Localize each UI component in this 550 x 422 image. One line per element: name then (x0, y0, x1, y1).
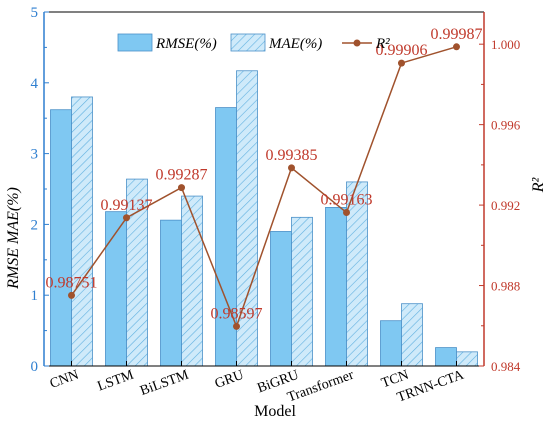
legend-swatch-r2-marker (353, 39, 361, 47)
x-tick-label: GRU (213, 368, 246, 392)
y-tick-label-right: 0.984 (491, 359, 521, 374)
legend-swatch-rmse (117, 33, 153, 52)
r2-line (70, 46, 457, 329)
r2-data-label: 0.98751 (46, 274, 98, 291)
y-axis-title: RMSE MAE(%) (5, 187, 22, 290)
y-tick-label-right: 1.000 (491, 37, 520, 52)
y-tick-label-left: 5 (31, 5, 39, 21)
bar-rmse (160, 219, 182, 367)
r2-data-label: 0.99137 (101, 197, 153, 214)
y-tick-label-right: 0.992 (491, 198, 520, 213)
r2-data-label: 0.99287 (156, 167, 208, 184)
y-tick-label-left: 3 (31, 147, 39, 163)
r2-data-label: 0.99987 (431, 26, 483, 43)
bar-rmse (380, 320, 402, 367)
y-tick-label-right: 0.996 (491, 118, 521, 133)
r2-data-label: 0.99163 (321, 192, 373, 209)
legend-label-rmse: RMSE(%) (155, 36, 217, 52)
x-axis-title: Model (254, 403, 296, 420)
r2-marker (68, 291, 75, 299)
x-tick-label: LSTM (96, 367, 137, 394)
y-tick-label-left: 1 (31, 288, 39, 304)
legend-swatch-mae (230, 33, 266, 52)
bar-mae (401, 303, 423, 367)
r2-marker (343, 209, 350, 217)
legend-label-r2: R² (375, 36, 390, 52)
bar-rmse (325, 207, 347, 367)
y-tick-label-right: 0.988 (491, 279, 520, 294)
r2-marker (123, 214, 130, 222)
bar-rmse (105, 211, 127, 367)
y-tick-label-left: 2 (31, 217, 39, 233)
x-tick-label: CNN (48, 368, 81, 392)
bar-mae (291, 216, 313, 367)
r2-marker (453, 43, 460, 51)
y-axis-right-title: R² (530, 177, 547, 194)
r2-data-label: 0.99906 (376, 42, 428, 59)
y-tick-label-left: 0 (31, 359, 39, 375)
legend-label-mae: MAE(%) (268, 36, 322, 52)
r2-marker (398, 59, 405, 67)
y-tick-label-left: 4 (31, 76, 39, 92)
bar-mae (71, 96, 93, 367)
r2-marker (288, 164, 295, 172)
bar-rmse (435, 347, 457, 367)
x-tick-label: BiLSTM (138, 367, 191, 399)
r2-marker (178, 184, 185, 192)
bar-mae (456, 351, 478, 367)
bar-rmse (50, 109, 72, 367)
bar-rmse (270, 231, 292, 367)
legend: RMSE(%) MAE(%) R² (117, 33, 390, 52)
r2-data-label: 0.99385 (266, 147, 318, 164)
r2-marker (233, 322, 240, 330)
bar-mae (181, 195, 203, 367)
bar-mae (346, 181, 368, 367)
r2-data-label: 0.98597 (211, 305, 263, 322)
